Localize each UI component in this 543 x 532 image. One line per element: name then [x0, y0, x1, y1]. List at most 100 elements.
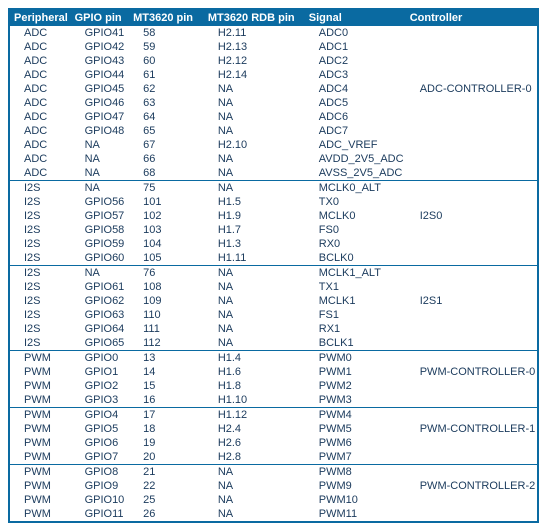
- table-cell: GPIO4: [71, 408, 130, 423]
- table-cell: 14: [129, 365, 204, 379]
- table-cell: NA: [204, 124, 305, 138]
- table-cell: I2S0: [406, 209, 537, 223]
- table-cell: MCLK1: [305, 294, 406, 308]
- table-cell: GPIO43: [71, 54, 130, 68]
- table-cell: GPIO59: [71, 237, 130, 251]
- table-cell: H1.8: [204, 379, 305, 393]
- table-cell: I2S: [10, 336, 71, 351]
- col-mt3620-pin: MT3620 pin: [129, 10, 204, 26]
- table-cell: [406, 223, 537, 237]
- table-cell: NA: [204, 266, 305, 281]
- table-cell: GPIO61: [71, 280, 130, 294]
- table-cell: PWM6: [305, 436, 406, 450]
- table-cell: ADC5: [305, 96, 406, 110]
- table-cell: 20: [129, 450, 204, 465]
- table-cell: PWM: [10, 422, 71, 436]
- table-cell: TX1: [305, 280, 406, 294]
- table-cell: 105: [129, 251, 204, 266]
- table-cell: 104: [129, 237, 204, 251]
- table-row: I2SGPIO56101H1.5TX0: [10, 195, 537, 209]
- table-cell: I2S: [10, 280, 71, 294]
- table-row: ADCGPIO4562NAADC4ADC-CONTROLLER-0: [10, 82, 537, 96]
- table-cell: 15: [129, 379, 204, 393]
- table-row: I2SGPIO62109NAMCLK1I2S1: [10, 294, 537, 308]
- table-cell: [406, 68, 537, 82]
- table-cell: ADC2: [305, 54, 406, 68]
- table-cell: 108: [129, 280, 204, 294]
- table-cell: H1.4: [204, 351, 305, 366]
- table-cell: NA: [204, 322, 305, 336]
- table-cell: [406, 322, 537, 336]
- table-cell: 102: [129, 209, 204, 223]
- table-cell: BCLK1: [305, 336, 406, 351]
- table-cell: ADC3: [305, 68, 406, 82]
- table-cell: PWM: [10, 365, 71, 379]
- table-cell: GPIO56: [71, 195, 130, 209]
- table-cell: ADC6: [305, 110, 406, 124]
- table-cell: 22: [129, 479, 204, 493]
- table-cell: [406, 379, 537, 393]
- table-cell: [406, 96, 537, 110]
- table-cell: [406, 408, 537, 423]
- table-cell: 59: [129, 40, 204, 54]
- table-cell: H2.11: [204, 26, 305, 40]
- table-cell: [406, 436, 537, 450]
- table-cell: [406, 507, 537, 521]
- table-cell: NA: [204, 479, 305, 493]
- table-cell: PWM1: [305, 365, 406, 379]
- table-cell: H2.12: [204, 54, 305, 68]
- table-cell: 67: [129, 138, 204, 152]
- table-cell: 66: [129, 152, 204, 166]
- table-cell: [406, 195, 537, 209]
- table-cell: NA: [71, 152, 130, 166]
- table-cell: AVSS_2V5_ADC: [305, 166, 406, 181]
- pin-table: Peripheral GPIO pin MT3620 pin MT3620 RD…: [8, 8, 539, 523]
- table-cell: NA: [204, 181, 305, 196]
- table-cell: FS0: [305, 223, 406, 237]
- table-cell: GPIO10: [71, 493, 130, 507]
- table-cell: 25: [129, 493, 204, 507]
- col-mt3620-rdb-pin: MT3620 RDB pin: [204, 10, 305, 26]
- table-cell: NA: [204, 280, 305, 294]
- table-row: ADCGPIO4461H2.14ADC3: [10, 68, 537, 82]
- table-row: PWMGPIO316H1.10PWM3: [10, 393, 537, 408]
- table-cell: 60: [129, 54, 204, 68]
- pin-table-element: Peripheral GPIO pin MT3620 pin MT3620 RD…: [10, 10, 537, 521]
- table-cell: GPIO47: [71, 110, 130, 124]
- table-cell: H2.14: [204, 68, 305, 82]
- table-cell: NA: [204, 493, 305, 507]
- table-cell: NA: [71, 138, 130, 152]
- table-cell: GPIO48: [71, 124, 130, 138]
- table-row: ADCGPIO4259H2.13ADC1: [10, 40, 537, 54]
- table-cell: ADC: [10, 40, 71, 54]
- table-cell: PWM: [10, 393, 71, 408]
- table-cell: [406, 308, 537, 322]
- table-cell: [406, 336, 537, 351]
- table-cell: GPIO5: [71, 422, 130, 436]
- table-cell: [406, 351, 537, 366]
- table-row: ADCNA67H2.10ADC_VREF: [10, 138, 537, 152]
- table-cell: [406, 251, 537, 266]
- table-body: ADCGPIO4158H2.11ADC0ADCGPIO4259H2.13ADC1…: [10, 26, 537, 521]
- table-cell: H1.10: [204, 393, 305, 408]
- table-cell: GPIO45: [71, 82, 130, 96]
- table-cell: 68: [129, 166, 204, 181]
- table-cell: H1.7: [204, 223, 305, 237]
- table-cell: ADC: [10, 96, 71, 110]
- table-row: PWMGPIO518H2.4PWM5PWM-CONTROLLER-1: [10, 422, 537, 436]
- table-cell: PWM3: [305, 393, 406, 408]
- table-cell: 65: [129, 124, 204, 138]
- table-cell: 61: [129, 68, 204, 82]
- table-cell: I2S: [10, 223, 71, 237]
- table-cell: PWM: [10, 465, 71, 480]
- table-cell: PWM7: [305, 450, 406, 465]
- table-cell: PWM: [10, 493, 71, 507]
- table-row: I2SGPIO65112NABCLK1: [10, 336, 537, 351]
- table-row: ADCNA68NAAVSS_2V5_ADC: [10, 166, 537, 181]
- table-row: PWMGPIO821NAPWM8: [10, 465, 537, 480]
- table-cell: PWM10: [305, 493, 406, 507]
- table-cell: PWM4: [305, 408, 406, 423]
- table-cell: 75: [129, 181, 204, 196]
- table-row: ADCGPIO4158H2.11ADC0: [10, 26, 537, 40]
- table-cell: H2.8: [204, 450, 305, 465]
